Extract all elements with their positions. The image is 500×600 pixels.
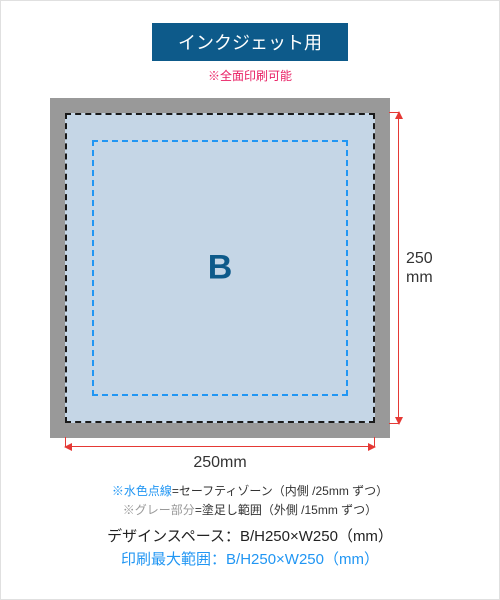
- diagram: B 250mm 250mm: [50, 98, 450, 438]
- legend-bleed-text: =塗足し範囲（外側 /15mm ずつ）: [195, 503, 377, 517]
- print-range-spec: 印刷最大範囲：B/H250×W250（mm）: [107, 549, 393, 572]
- header-badge: インクジェット用: [152, 23, 348, 61]
- legend: ※水色点線=セーフティゾーン（内側 /25mm ずつ） ※グレー部分=塗足し範囲…: [112, 482, 388, 520]
- design-space-spec: デザインスペース：B/H250×W250（mm）: [107, 526, 393, 549]
- dimension-bottom-label: 250mm: [193, 454, 246, 472]
- spec-lines: デザインスペース：B/H250×W250（mm） 印刷最大範囲：B/H250×W…: [107, 526, 393, 571]
- legend-safety-text: =セーフティゾーン（内側 /25mm ずつ）: [172, 484, 388, 498]
- legend-bleed-prefix: ※グレー部分: [123, 503, 195, 517]
- dimension-bottom: 250mm: [65, 446, 375, 478]
- zone-label: B: [208, 249, 233, 288]
- sub-note: ※全面印刷可能: [208, 67, 292, 84]
- bleed-area: B: [50, 98, 390, 438]
- dimension-right-label: 250mm: [406, 249, 433, 287]
- legend-safety-prefix: ※水色点線: [112, 484, 172, 498]
- dimension-right: 250mm: [398, 112, 438, 424]
